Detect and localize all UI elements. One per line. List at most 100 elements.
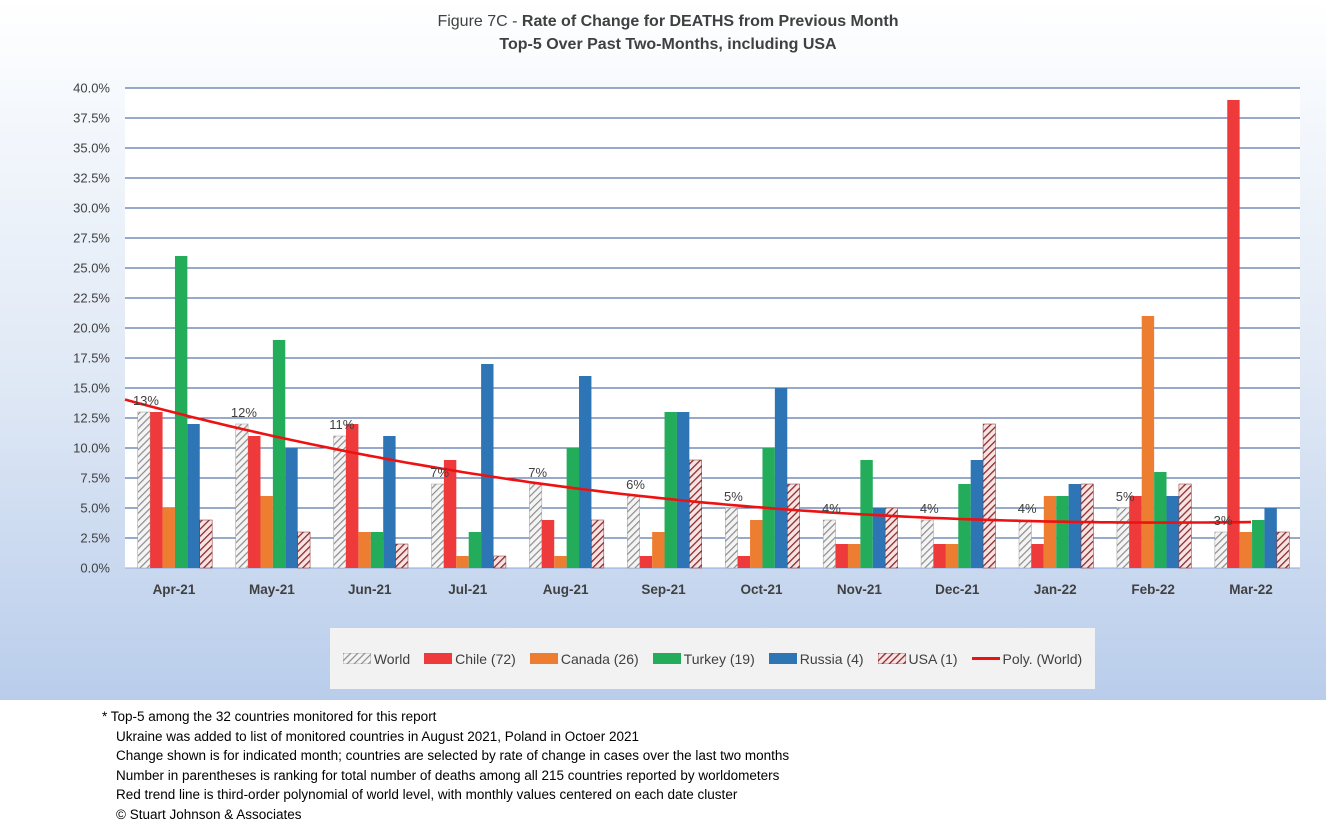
bar-chile xyxy=(345,424,359,568)
bar-chile xyxy=(248,436,261,568)
bar-russia xyxy=(1264,508,1277,568)
bar-chile xyxy=(737,556,751,568)
bar-russia xyxy=(285,448,298,568)
bar-world xyxy=(627,495,640,569)
footnotes: * Top-5 among the 32 countries monitored… xyxy=(102,707,789,825)
bar-world xyxy=(431,483,445,569)
y-tick-label: 7.5% xyxy=(80,471,110,486)
x-tick-label: Sep-21 xyxy=(641,582,686,597)
bar-usa xyxy=(1080,483,1094,569)
bar-world xyxy=(333,435,347,569)
y-tick-label: 32.5% xyxy=(73,171,110,186)
bar-canada xyxy=(1239,532,1253,568)
bar-chile xyxy=(639,556,653,568)
bar-usa xyxy=(493,555,507,569)
data-label-world: 4% xyxy=(822,501,841,516)
data-label-world: 7% xyxy=(430,465,449,480)
bar-canada xyxy=(1043,496,1057,568)
bars xyxy=(137,100,1290,569)
bar-russia xyxy=(1166,496,1179,568)
data-label-world: 3% xyxy=(1214,513,1233,528)
bar-russia xyxy=(383,436,396,568)
y-tick-label: 22.5% xyxy=(73,291,110,306)
footnote-1: * Top-5 among the 32 countries monitored… xyxy=(102,709,437,724)
data-labels: 13% 12% 11% 7% 7% 6% 5% 4% 4% 4% 5% 3% xyxy=(133,393,1233,528)
bar-canada xyxy=(260,496,273,568)
bar-usa xyxy=(1178,483,1192,569)
legend-label-trend: Poly. (World) xyxy=(1002,650,1083,667)
legend-swatch-world xyxy=(342,653,371,664)
legend-label-world: World xyxy=(373,650,411,667)
data-label-world: 11% xyxy=(329,417,354,432)
bar-turkey xyxy=(370,532,384,568)
legend-item-turkey: Turkey (19) xyxy=(652,650,755,667)
bar-chile xyxy=(1031,544,1044,568)
bar-usa xyxy=(395,543,409,569)
chart-area: Figure 7C - Rate of Change for DEATHS fr… xyxy=(0,0,1326,700)
data-label-world: 4% xyxy=(920,501,939,516)
bar-world xyxy=(725,507,738,569)
y-tick-label: 35.0% xyxy=(73,141,110,156)
legend-item-trend: Poly. (World) xyxy=(971,650,1083,667)
bar-turkey xyxy=(566,448,580,568)
bar-turkey xyxy=(174,256,188,568)
data-label-world: 13% xyxy=(133,393,159,408)
y-tick-label: 17.5% xyxy=(73,351,110,366)
y-tick-label: 10.0% xyxy=(73,441,110,456)
legend-label-turkey: Turkey (19) xyxy=(683,650,755,667)
chart-title-bold: Rate of Change for DEATHS from Previous … xyxy=(521,13,899,30)
bar-chile xyxy=(1129,496,1142,568)
x-axis-ticks: Apr-21 May-21 Jun-21 Jul-21 Aug-21 Sep-21 Oct-… xyxy=(153,582,1273,597)
legend: World Chile (72) Canada (26) Turkey (19)… xyxy=(330,628,1095,689)
legend-item-chile: Chile (72) xyxy=(424,651,516,667)
bar-turkey xyxy=(1154,472,1167,568)
legend-label-russia: Russia (4) xyxy=(799,650,864,667)
bar-canada xyxy=(847,544,861,568)
legend-label-canada: Canada (26) xyxy=(560,650,639,667)
x-tick-label: Jan-22 xyxy=(1034,582,1077,597)
x-tick-label: Nov-21 xyxy=(837,582,883,597)
bar-canada xyxy=(945,544,959,568)
y-tick-label: 27.5% xyxy=(73,231,110,246)
y-tick-label: 15.0% xyxy=(73,381,110,396)
bar-world xyxy=(1116,507,1130,569)
legend-swatch-usa xyxy=(877,653,906,664)
y-tick-label: 20.0% xyxy=(73,321,110,336)
legend-swatch-trend xyxy=(971,657,1000,660)
x-tick-label: Oct-21 xyxy=(740,582,783,597)
bar-russia xyxy=(481,364,494,568)
grid-lines xyxy=(125,87,1300,569)
bar-canada xyxy=(750,520,763,568)
bar-world xyxy=(529,483,543,569)
y-tick-label: 25.0% xyxy=(73,261,110,276)
bar-canada xyxy=(652,532,665,568)
y-axis-ticks: 0.0% 2.5% 5.0% 7.5% 10.0% 12.5% 15.0% 17.5% 20.0… xyxy=(73,81,110,576)
bar-world xyxy=(920,519,934,569)
footnote-5: Red trend line is third-order polynomial… xyxy=(116,787,738,803)
bar-canada xyxy=(358,532,371,568)
bar-chile xyxy=(835,544,848,568)
y-tick-label: 37.5% xyxy=(73,111,110,126)
bar-usa xyxy=(787,483,800,569)
data-label-world: 7% xyxy=(528,465,547,480)
x-tick-label: Feb-22 xyxy=(1131,582,1175,597)
bar-turkey xyxy=(468,532,482,568)
data-label-world: 4% xyxy=(1018,501,1037,516)
footnote-3: Change shown is for indicated month; cou… xyxy=(116,748,790,764)
trendline-poly-world xyxy=(124,398,1252,524)
legend-item-canada: Canada (26) xyxy=(529,650,639,667)
bar-russia xyxy=(579,376,592,568)
x-tick-label: Jun-21 xyxy=(348,582,392,597)
y-tick-label: 0.0% xyxy=(80,561,110,576)
legend-swatch-canada xyxy=(529,653,558,664)
x-tick-label: Mar-22 xyxy=(1229,582,1273,597)
bar-canada xyxy=(554,556,567,568)
legend-item-russia: Russia (4) xyxy=(768,650,864,667)
bar-usa xyxy=(199,519,213,569)
bar-chile xyxy=(933,544,946,568)
chart-title-block: Figure 7C - Rate of Change for DEATHS fr… xyxy=(0,10,1326,56)
bar-canada xyxy=(456,556,469,568)
y-tick-label: 2.5% xyxy=(80,531,110,546)
bar-chile xyxy=(150,412,163,568)
bar-usa xyxy=(884,507,898,569)
